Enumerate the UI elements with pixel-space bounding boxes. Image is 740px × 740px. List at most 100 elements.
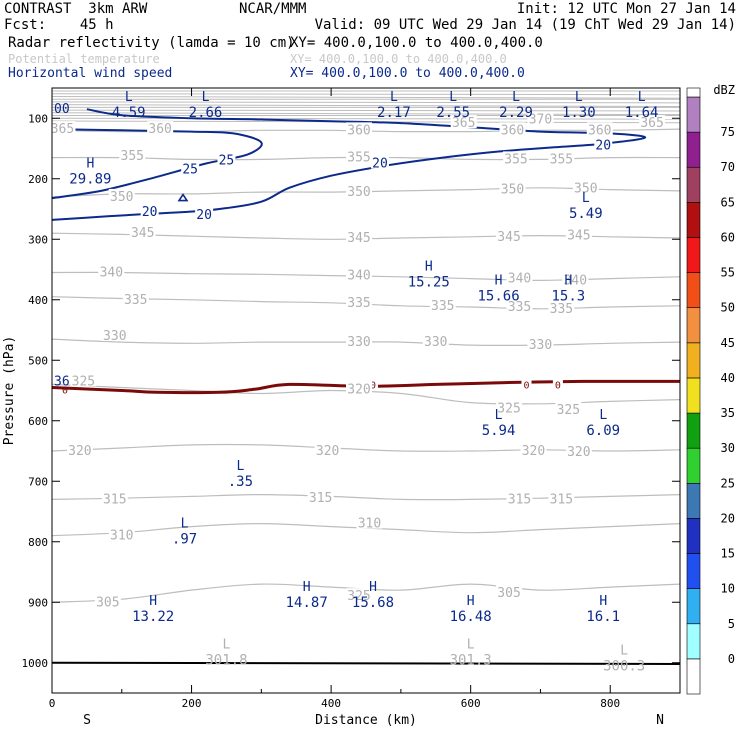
theta-label-background: [496, 400, 523, 414]
theta-label: 305: [497, 586, 520, 601]
header-forecast: Fcst: 45 h: [4, 17, 114, 33]
wind-label-background: [370, 155, 389, 169]
zero-dbz-label: 0: [523, 380, 529, 391]
extremum-marker: L: [202, 90, 210, 105]
wind-label-background: [140, 204, 159, 218]
extremum-marker: H: [425, 260, 433, 275]
y-tick-label: 400: [28, 294, 48, 307]
upper-theta-line: [51, 95, 681, 99]
colorbar-level-label: 5: [728, 617, 735, 631]
theta-label: 355: [504, 152, 527, 167]
theta-label: 360: [347, 123, 370, 138]
extremum-value: 13.22: [132, 609, 174, 625]
theta-label-background: [314, 443, 341, 456]
colorbar-level-label: 65: [721, 195, 735, 209]
wind-label: 20: [196, 208, 212, 223]
zero-dbz-label: 0: [555, 380, 561, 391]
theta-label-background: [356, 515, 383, 529]
extremum-marker: L: [599, 408, 607, 423]
theta-label-background: [555, 401, 582, 415]
colorbar-swatch: [686, 237, 701, 273]
colorbar-swatch: [686, 412, 701, 449]
upper-theta-line: [51, 93, 681, 96]
y-tick-label: 800: [28, 536, 48, 549]
theta-label-background: [307, 490, 334, 504]
theta-label: 350: [110, 190, 133, 205]
colorbar-swatch: [686, 166, 701, 203]
colorbar-level-label: 45: [721, 336, 735, 350]
extremum-value: 15.25: [408, 275, 450, 291]
theta-extremum-value: 301.8: [205, 653, 247, 669]
theta-label-background: [548, 491, 575, 505]
theta-label: 350: [501, 183, 524, 198]
theta-label-background: [527, 111, 554, 125]
theta-label: 330: [424, 335, 447, 350]
label-background: [521, 378, 532, 390]
extremum-marker: L: [390, 90, 398, 105]
edge-label: 36: [54, 374, 70, 389]
theta-label: 355: [550, 152, 573, 167]
wind-contour-small: [177, 193, 189, 202]
extremum-marker: L: [495, 408, 503, 423]
theta-label-background: [586, 122, 613, 136]
endpoint-left-label: S: [83, 713, 91, 728]
zero-dbz-label: 0: [370, 380, 376, 391]
extremum-value: 5.94: [482, 423, 516, 439]
theta-extremum-value: 301.3: [450, 653, 492, 669]
theta-label: 330: [103, 329, 126, 344]
theta-label-background: [548, 151, 575, 165]
endpoint-right-label: N: [656, 713, 664, 728]
colorbar-swatch: [686, 307, 701, 344]
label-background: [367, 378, 378, 390]
theta-label-background: [499, 122, 526, 136]
theta-label: 325: [557, 403, 580, 418]
theta-label-background: [119, 147, 146, 161]
colorbar-swatch: [686, 588, 701, 625]
field2-xy: XY= 400.0,100.0 to 400.0,400.0: [290, 52, 507, 66]
theta-label-background: [548, 300, 575, 314]
colorbar-swatch: [686, 482, 701, 519]
theta-label-background: [66, 443, 93, 456]
theta-label: 335: [508, 300, 531, 315]
extremum-marker: L: [582, 191, 590, 206]
theta-label-background: [98, 264, 125, 278]
theta-label: 365: [640, 116, 663, 131]
theta-label-background: [527, 337, 554, 351]
header-center: NCAR/MMM: [239, 1, 307, 17]
theta-label: 340: [508, 272, 531, 287]
theta-label: 360: [148, 122, 171, 137]
colorbar-level-label: 10: [721, 582, 735, 596]
extremum-marker: H: [303, 580, 311, 595]
theta-label: 325: [72, 374, 95, 389]
theta-label-background: [506, 299, 533, 313]
theta-label-background: [520, 443, 547, 456]
y-tick-label: 200: [28, 173, 48, 186]
header-init: Init: 12 UTC Mon 27 Jan 14: [516, 1, 736, 17]
extremum-value: 29.89: [69, 172, 111, 188]
extremum-value: 4.59: [112, 105, 146, 121]
x-tick-label: 0: [49, 697, 56, 710]
theta-label-background: [346, 122, 373, 136]
theta-label-background: [346, 267, 373, 281]
theta-label: 320: [68, 444, 91, 459]
extremum-value: 2.29: [499, 105, 533, 121]
theta-label-background: [129, 225, 156, 239]
wind-label: 25: [182, 163, 198, 178]
colorbar-level-label: 15: [721, 547, 735, 561]
theta-label: 315: [309, 491, 332, 506]
theta-label: 345: [347, 231, 370, 246]
theta-label-background: [565, 444, 592, 458]
theta-label: 330: [347, 335, 370, 350]
extremum-value: 16.1: [586, 609, 620, 625]
theta-label: 370: [529, 112, 552, 127]
plot-frame: [51, 87, 681, 694]
surface-line: [51, 661, 681, 665]
theta-label: 320: [347, 382, 370, 397]
theta-label-background: [346, 381, 373, 395]
theta-label-background: [108, 527, 135, 541]
theta-label: 340: [564, 273, 587, 288]
theta-label: 360: [501, 123, 524, 138]
zero-dbz-label-group: 0: [521, 378, 532, 391]
theta-label-background: [346, 149, 373, 163]
